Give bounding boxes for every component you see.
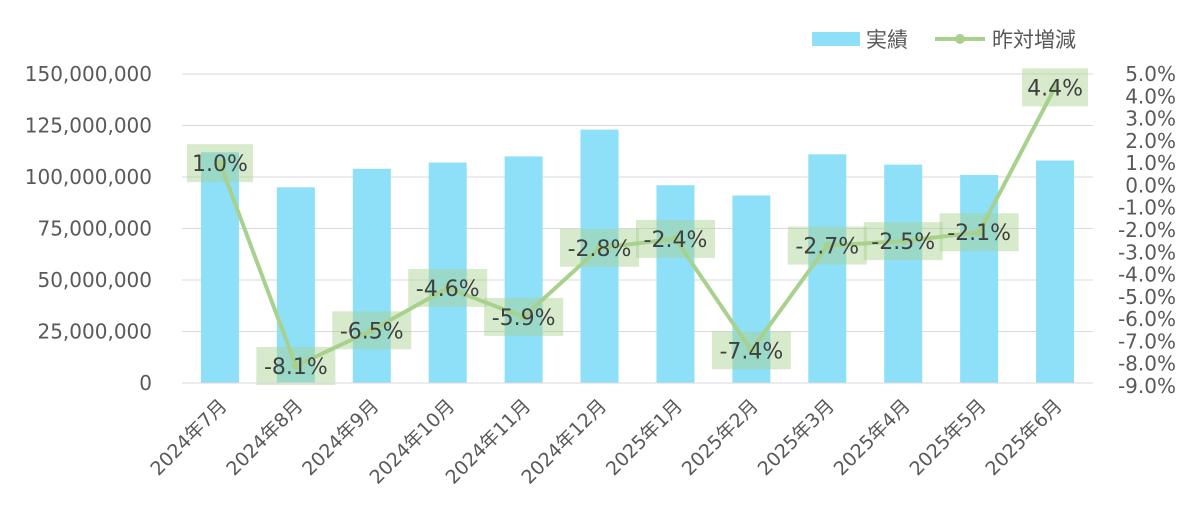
gridlines [182,73,1093,384]
bar-series [200,129,1075,383]
y-right-tick-label: -2.0% [1118,218,1176,242]
right-axis: 5.0%4.0%3.0%2.0%1.0%0.0%-1.0%-2.0%-3.0%-… [1118,62,1176,398]
bar [808,154,847,383]
data-label: -2.8% [568,237,632,262]
data-labels: 1.0% -8.1% -6.5% -4.6% -5.9% -2.8% -2.4% -7.4% -… [186,68,1089,385]
data-label-box [711,331,791,370]
data-label-box [1022,68,1089,107]
y-right-tick-label: -8.0% [1118,352,1176,376]
bar [428,162,467,383]
line-point [975,228,984,237]
legend-swatch-bar [812,32,860,46]
data-label: -6.5% [340,319,404,344]
y-right-tick-label: 5.0% [1125,62,1176,86]
line-point [443,283,452,292]
y-left-tick-label: 125,000,000 [25,114,152,138]
line-path [218,86,1057,368]
data-label-box [939,213,1019,252]
line-point [215,159,224,168]
x-tick-label: 2025年6月 [981,395,1066,480]
line-point [1051,83,1060,92]
left-axis: 0 25,000,000 50,000,000 75,000,000 100,000,0… [25,62,152,395]
y-left-tick-label: 0 [139,371,152,395]
data-label-box [635,219,715,258]
bar [1036,160,1075,383]
bar [656,185,695,383]
y-right-tick-label: -9.0% [1118,374,1176,398]
data-label-box [256,346,336,385]
data-label: -2.4% [644,228,708,253]
line-point [823,241,832,250]
bar [352,168,391,383]
line-point [291,361,300,370]
legend: 実績 昨対増減 [812,28,1076,52]
line-point [519,312,528,321]
data-label: -5.9% [492,306,556,331]
data-label: -8.1% [264,355,328,380]
data-label-box [408,268,488,307]
y-right-tick-label: 1.0% [1125,151,1176,175]
x-axis: 2024年7月2024年8月2024年9月2024年10月2024年11月202… [146,382,1093,489]
y-right-tick-label: -7.0% [1118,329,1176,353]
y-left-tick-label: 75,000,000 [37,217,152,241]
x-tick-label: 2024年7月 [146,395,231,480]
data-label: -2.7% [795,235,859,260]
bar [276,187,315,383]
x-tick-label: 2025年1月 [602,395,687,480]
data-label: 1.0% [192,152,248,177]
line-point [899,237,908,246]
y-right-tick-label: 3.0% [1125,107,1176,131]
x-tick-label: 2025年2月 [678,395,763,480]
data-label-box [186,144,253,183]
data-label-box [787,226,867,265]
legend-label-bar: 実績 [866,28,908,52]
bar [200,152,239,383]
y-right-tick-label: 4.0% [1125,84,1176,108]
bar [504,156,543,383]
line-point [367,326,376,335]
y-right-tick-label: 2.0% [1125,129,1176,153]
y-right-tick-label: -4.0% [1118,263,1176,287]
y-left-tick-label: 50,000,000 [37,268,152,292]
data-label: 4.4% [1027,76,1083,101]
y-right-tick-label: -1.0% [1118,196,1176,220]
y-left-tick-label: 100,000,000 [25,165,152,189]
bar [580,129,619,383]
x-tick-label: 2025年4月 [830,395,915,480]
data-label-box [332,311,412,350]
y-left-tick-label: 150,000,000 [25,62,152,86]
bar [884,164,923,383]
y-right-tick-label: -6.0% [1118,307,1176,331]
legend-swatch-dot [955,34,965,44]
y-right-tick-label: -3.0% [1118,240,1176,264]
x-tick-label: 2025年5月 [905,395,990,480]
x-tick-label: 2024年8月 [222,395,307,480]
legend-label-line: 昨対増減 [992,28,1076,52]
line-point [595,243,604,252]
data-label: -7.4% [719,339,783,364]
data-label: -2.5% [871,230,935,255]
x-tick-label: 2025年3月 [754,395,839,480]
line-series [215,83,1060,370]
data-label: -2.1% [947,221,1011,246]
y-right-tick-label: -5.0% [1118,285,1176,309]
data-label: -4.6% [416,277,480,302]
line-point [747,346,756,355]
data-label-box [560,228,640,267]
line-point [671,234,680,243]
y-left-tick-label: 25,000,000 [37,320,152,344]
data-label-box [484,297,564,336]
data-label-box [863,222,943,261]
y-right-tick-label: 0.0% [1125,173,1176,197]
